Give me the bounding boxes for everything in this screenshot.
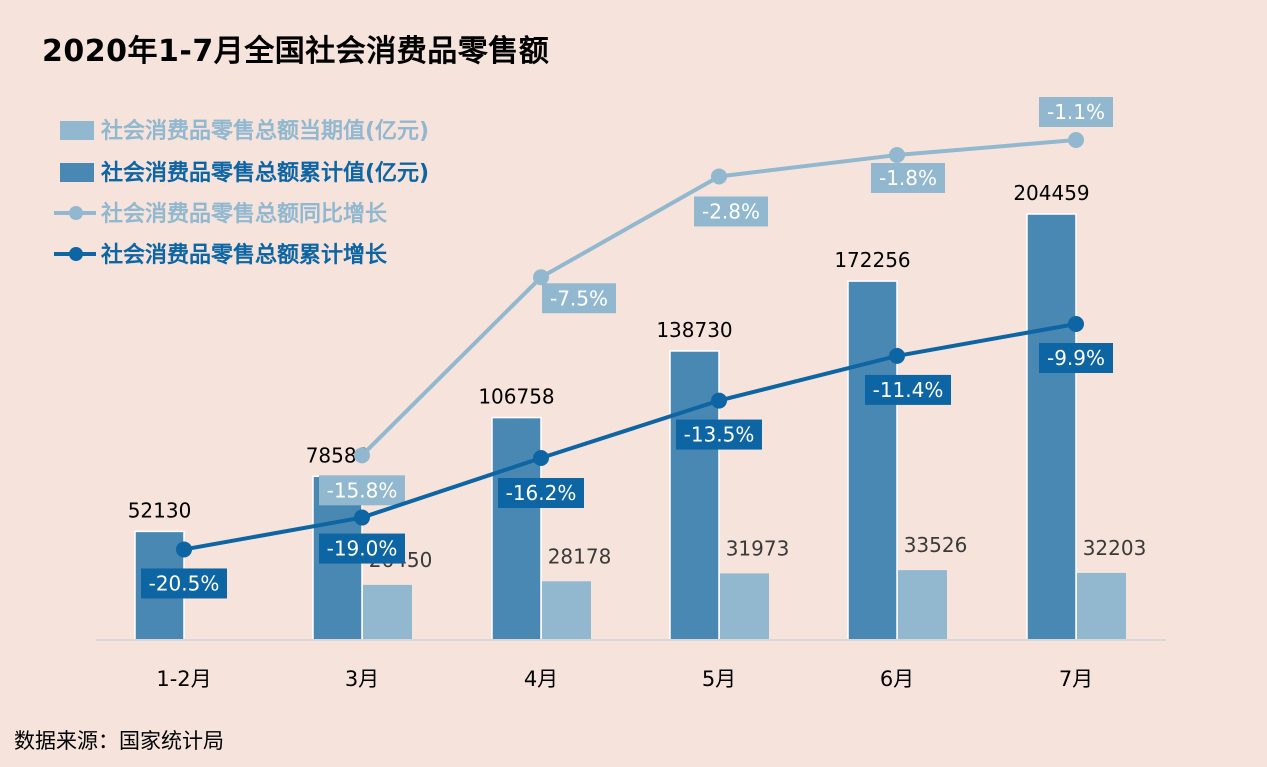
data-label-current: 28178 [548,544,612,568]
cumulative-growth-data-label: -16.2% [506,481,577,505]
yoy-growth-label-box [319,475,405,506]
legend: 社会消费品零售总额当期值(亿元) 社会消费品零售总额累计值(亿元) 社会消费品零售总… [54,118,429,268]
cumulative-growth-point [176,541,192,558]
data-label-cumulative: 52130 [128,498,192,522]
legend-label: 社会消费品零售总额累计值(亿元) [101,160,429,186]
yoy-growth-label-box [694,196,768,227]
x-tick-label: 6月 [880,667,914,691]
bar-current [1077,572,1126,640]
data-label-cumulative: 204459 [1013,181,1089,205]
yoy-growth-data-label: -15.8% [327,478,398,502]
yoy-growth-point [354,447,370,464]
bar-cumulative [669,350,720,641]
cumulative-growth-point [1068,316,1084,332]
yoy-growth-point [889,147,905,164]
legend-label: 社会消费品零售总额累计增长 [101,242,388,268]
bar-current [363,584,412,640]
legend-label: 社会消费品零售总额当期值(亿元) [101,118,429,144]
yoy-growth-label-box [1039,97,1113,127]
chart-title: 2020年1-7月全国社会消费品零售额 [42,34,550,69]
yoy-growth-point [533,269,549,286]
line-series: -15.8% -7.5% -2.8% -1.8% -1.1% -20.5% -19.0% -1… [141,97,1113,599]
data-label-current: 33526 [904,533,968,557]
data-label-cumulative: 138730 [656,318,732,342]
yoy-growth-data-label: -1.1% [1047,100,1105,124]
yoy-growth-data-label: -2.8% [702,199,760,223]
legend-swatch-bar [60,163,94,182]
cumulative-growth-point [533,450,549,467]
data-label-current: 32203 [1083,536,1147,560]
cumulative-growth-label-box [319,533,405,564]
cumulative-growth-data-label: -9.9% [1047,346,1105,370]
cumulative-growth-data-label: -19.0% [327,537,398,561]
cumulative-growth-point [354,509,370,526]
legend-label: 社会消费品零售总额同比增长 [101,201,388,227]
yoy-growth-data-label: -7.5% [550,286,608,310]
cumulative-growth-data-label: -11.4% [873,378,944,402]
yoy-growth-point [1068,132,1084,148]
cumulative-growth-line [183,322,1077,552]
x-tick-label: 4月 [524,667,558,691]
x-tick-label: 3月 [345,667,379,691]
cumulative-growth-point [711,392,727,409]
legend-swatch-marker [69,206,83,220]
bar-cumulative [1026,213,1077,641]
x-tick-label: 5月 [702,667,736,691]
yoy-growth-point [711,168,727,185]
cumulative-growth-data-label: -13.5% [684,423,755,447]
bar-current [542,581,591,640]
data-label-cumulative: 172256 [834,248,910,272]
yoy-growth-data-label: -1.8% [879,166,937,190]
cumulative-growth-label-box [1039,343,1113,373]
data-label-current: 31973 [726,536,790,560]
yoy-growth-label-box [871,163,945,194]
bar-cumulative [847,280,898,641]
yoy-growth-label-box [542,283,616,314]
x-axis-ticks: 1-2月 3月 4月 5月 6月 7月 [156,667,1093,691]
cumulative-growth-label-box [498,478,584,509]
cumulative-growth-label-box [141,568,227,599]
cumulative-growth-label-box [865,374,951,405]
cumulative-growth-data-label: -20.5% [149,571,220,595]
x-tick-label: 7月 [1059,667,1093,691]
cumulative-growth-label-box [676,419,762,450]
x-tick-label: 1-2月 [156,667,211,691]
legend-swatch-bar [60,121,94,140]
legend-swatch-marker [69,247,83,261]
bar-current [720,573,769,640]
bar-current [898,570,947,640]
bar-cumulative [491,416,542,641]
data-source-note: 数据来源：国家统计局 [14,729,224,753]
cumulative-growth-point [889,347,905,364]
data-label-cumulative: 106758 [478,385,554,409]
